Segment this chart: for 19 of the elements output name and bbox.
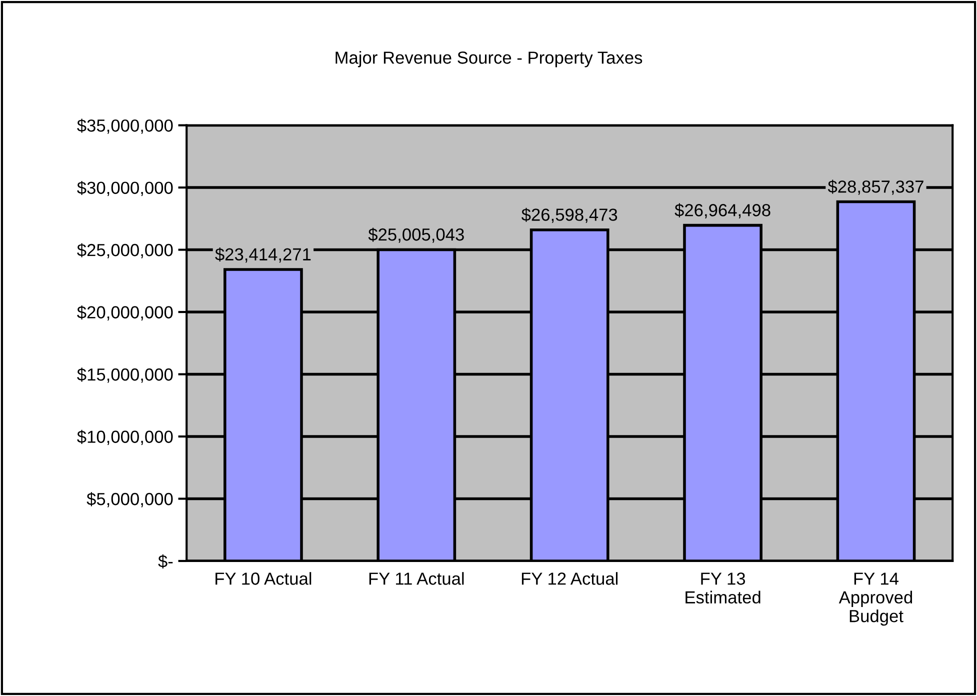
- data-label: $26,964,498: [674, 203, 770, 218]
- y-tick-label: $5,000,000: [86, 492, 173, 508]
- data-label: $26,598,473: [522, 208, 618, 223]
- x-tick-label: FY 10 Actual: [216, 572, 312, 585]
- data-label: $28,857,337: [828, 180, 924, 195]
- y-tick-label: $10,000,000: [77, 430, 173, 446]
- chart-title: Major Revenue Source - Property Taxes: [336, 51, 642, 68]
- y-tick-label: $35,000,000: [77, 118, 173, 134]
- x-tick-label: FY 13 Estimated: [686, 572, 760, 604]
- data-label: $25,005,043: [368, 228, 464, 243]
- y-tick-label: $25,000,000: [77, 243, 173, 258]
- data-label: $23,414,271: [215, 247, 311, 263]
- x-tick-label: FY 14 Approved Budget: [838, 572, 912, 626]
- y-tick-label: $30,000,000: [77, 180, 173, 196]
- y-tick-label: $15,000,000: [77, 368, 173, 383]
- y-tick-label: $-: [158, 554, 173, 568]
- x-tick-label: FY 11 Actual: [369, 572, 464, 585]
- x-tick-label: FY 12 Actual: [522, 572, 618, 585]
- y-tick-label: $20,000,000: [77, 305, 173, 321]
